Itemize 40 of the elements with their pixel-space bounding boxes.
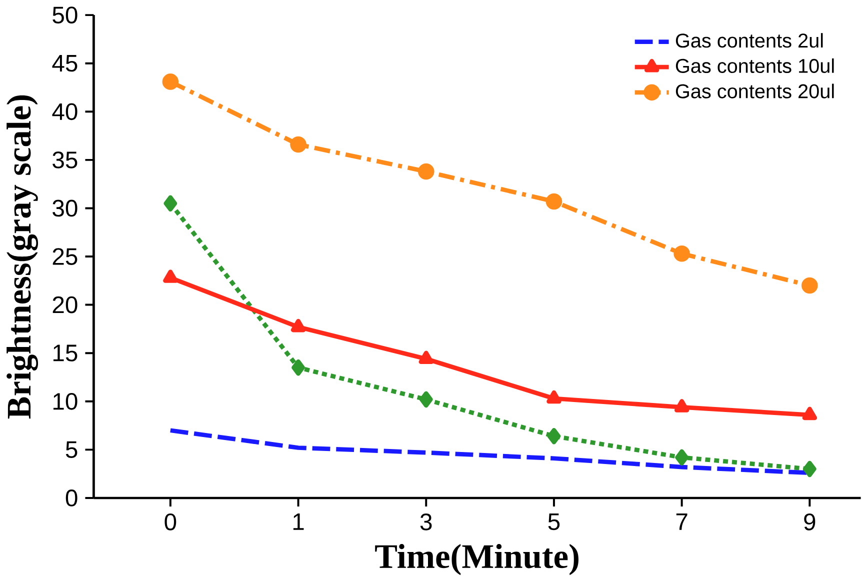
y-tick-label: 40 bbox=[52, 103, 78, 120]
point bbox=[802, 277, 818, 294]
point bbox=[674, 399, 690, 412]
point bbox=[546, 390, 562, 404]
point bbox=[162, 74, 179, 90]
y-axis-title: Brightness(gray scale) bbox=[6, 96, 38, 419]
legend-label: Gas contents 20ul bbox=[676, 84, 834, 98]
point bbox=[290, 318, 306, 332]
y-tick-label: 20 bbox=[52, 296, 78, 314]
x-tick-label: 5 bbox=[548, 514, 560, 530]
point bbox=[419, 391, 433, 408]
x-tick-label: 9 bbox=[804, 514, 816, 530]
point bbox=[802, 406, 818, 420]
y-tick-label: 5 bbox=[66, 441, 78, 458]
y-tick-label: 45 bbox=[52, 55, 78, 72]
point bbox=[418, 163, 434, 180]
y-tick-label: 35 bbox=[52, 152, 78, 168]
point bbox=[163, 270, 178, 284]
x-tick-label: 1 bbox=[293, 514, 304, 530]
point bbox=[164, 195, 178, 212]
point bbox=[547, 428, 561, 444]
point bbox=[290, 136, 306, 153]
y-tick-label: 15 bbox=[53, 344, 78, 362]
x-tick-label: 7 bbox=[676, 514, 688, 530]
y-tick-label: 25 bbox=[52, 248, 78, 266]
point bbox=[546, 193, 562, 210]
point bbox=[418, 350, 434, 364]
x-tick-label: 3 bbox=[420, 514, 432, 530]
point bbox=[292, 360, 305, 376]
y-tick-label: 10 bbox=[53, 393, 78, 410]
y-tick-label: 50 bbox=[52, 6, 78, 24]
x-axis-title: Time(Minute) bbox=[375, 544, 578, 576]
point bbox=[803, 460, 816, 478]
y-tick-label: 30 bbox=[52, 200, 78, 217]
y-tick-label: 0 bbox=[66, 490, 78, 507]
point bbox=[675, 449, 688, 466]
x-tick-label: 0 bbox=[164, 514, 176, 530]
point bbox=[674, 246, 690, 262]
legend-label: Gas contents 2ul bbox=[676, 33, 823, 48]
legend-label: Gas contents 10ul bbox=[676, 58, 834, 74]
